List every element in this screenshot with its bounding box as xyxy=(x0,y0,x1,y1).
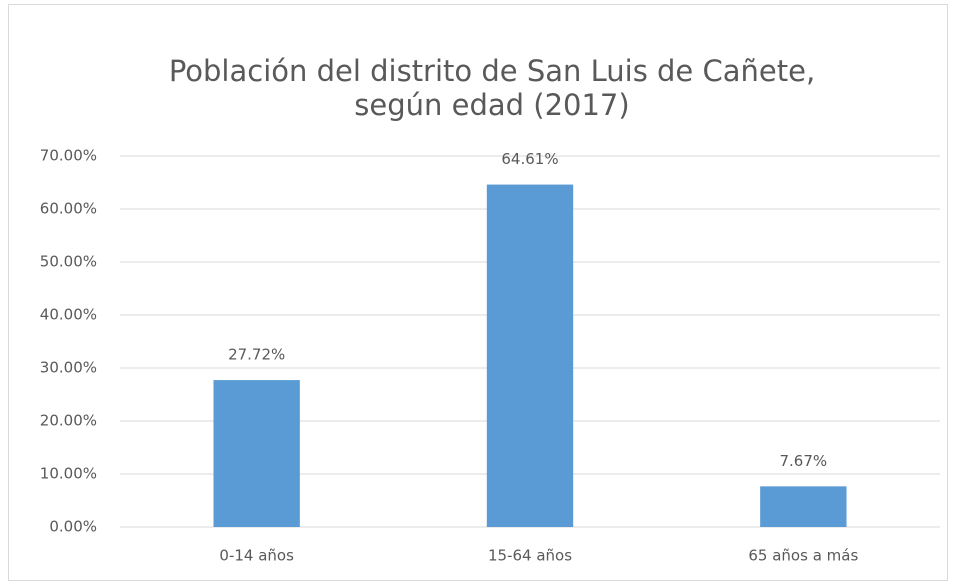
data-label: 7.67% xyxy=(780,452,828,470)
chart-title: según edad (2017) xyxy=(354,88,629,122)
x-tick-label: 0-14 años xyxy=(219,547,294,565)
x-tick-label: 65 años a más xyxy=(748,547,858,565)
y-tick-label: 30.00% xyxy=(40,359,97,377)
chart-frame xyxy=(8,4,948,581)
y-tick-label: 10.00% xyxy=(40,465,97,483)
y-tick-label: 70.00% xyxy=(40,147,97,165)
bar xyxy=(486,184,574,527)
chart-title: Población del distrito de San Luis de Ca… xyxy=(169,54,815,88)
y-tick-label: 60.00% xyxy=(40,200,97,218)
y-tick-label: 50.00% xyxy=(40,253,97,271)
data-label: 64.61% xyxy=(501,150,558,168)
data-label: 27.72% xyxy=(228,346,285,364)
y-tick-label: 20.00% xyxy=(40,412,97,430)
x-tick-label: 15-64 años xyxy=(488,547,572,565)
bar xyxy=(213,380,300,527)
bar xyxy=(760,486,847,527)
y-tick-label: 0.00% xyxy=(49,518,97,536)
y-tick-label: 40.00% xyxy=(40,306,97,324)
